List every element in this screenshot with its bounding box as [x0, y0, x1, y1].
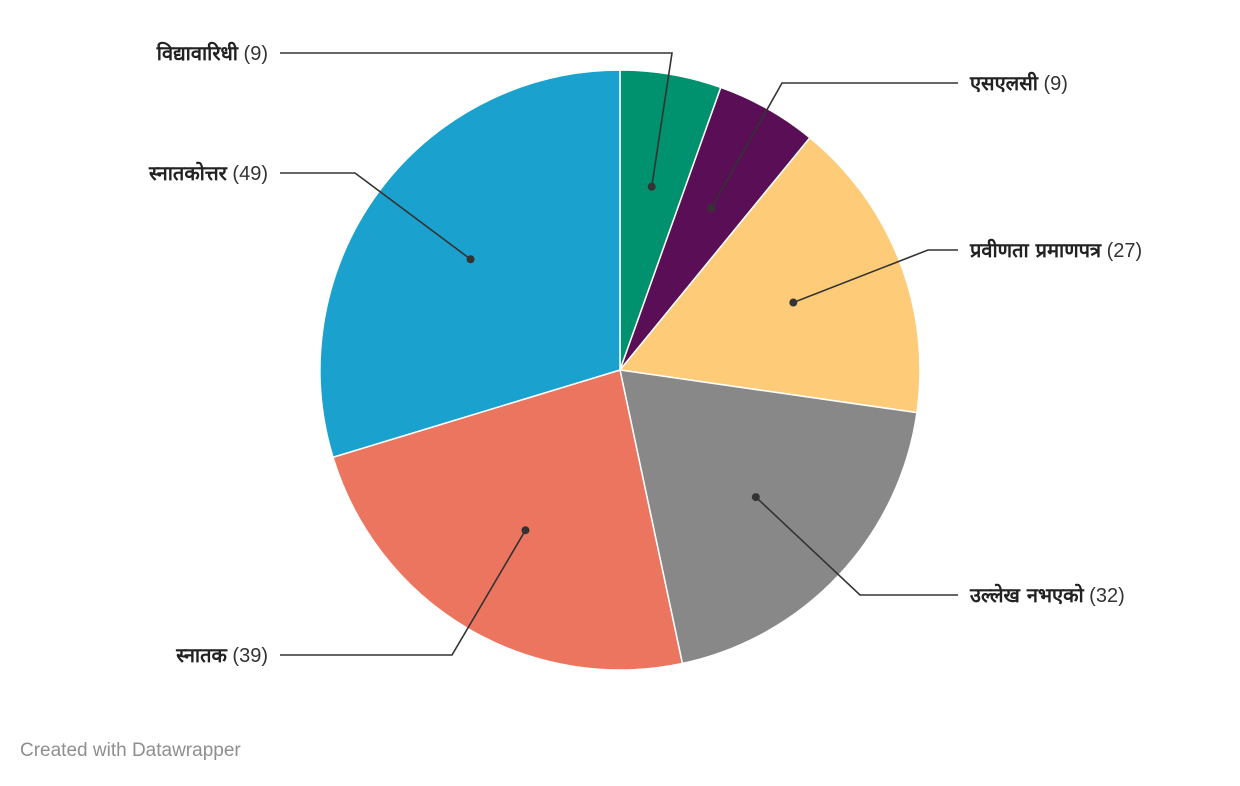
labels-layer: विद्यावारिधी (9)एसएलसी (9)प्रवीणता प्रमा…	[148, 41, 1142, 667]
slice-label-value: (27)	[1101, 240, 1142, 262]
slice-label-name: स्नातकोत्तर	[148, 161, 228, 185]
slice-label-name: उल्लेख नभएको	[969, 583, 1084, 607]
leader-line-4	[755, 496, 958, 596]
slice-label-value: (9)	[238, 43, 268, 65]
slice-label-5: स्नातक (39)	[175, 643, 268, 667]
slice-label-4: उल्लेख नभएको (32)	[969, 583, 1125, 607]
slice-label-2: एसएलसी (9)	[969, 71, 1068, 95]
slices-layer	[319, 69, 921, 671]
slice-label-value: (9)	[1038, 73, 1068, 95]
slice-label-value: (32)	[1084, 585, 1125, 607]
leader-line-1	[280, 52, 673, 187]
slice-label-name: स्नातक	[175, 643, 228, 667]
leader-dot-2	[707, 204, 716, 213]
slice-label-1: विद्यावारिधी (9)	[156, 41, 268, 65]
leader-dot-4	[751, 493, 760, 502]
slice-label-name: एसएलसी	[969, 71, 1039, 95]
leader-line-2	[710, 82, 958, 209]
slice-label-name: प्रवीणता प्रमाणपत्र	[969, 238, 1102, 262]
leader-dot-1	[647, 182, 656, 191]
leader-line-3	[793, 249, 958, 304]
slice-label-3: प्रवीणता प्रमाणपत्र (27)	[969, 238, 1142, 262]
leaders-layer	[280, 52, 958, 656]
leader-line-5	[280, 529, 527, 656]
slice-label-value: (49)	[227, 163, 268, 185]
slice-label-6: स्नातकोत्तर (49)	[148, 161, 268, 185]
leader-line-6	[280, 172, 472, 260]
leader-dot-6	[466, 255, 475, 264]
slice-label-name: विद्यावारिधी	[156, 41, 239, 65]
leader-dot-3	[789, 298, 798, 307]
credit-text: Created with Datawrapper	[20, 740, 241, 761]
slice-label-value: (39)	[227, 645, 268, 667]
leader-dot-5	[521, 526, 530, 535]
